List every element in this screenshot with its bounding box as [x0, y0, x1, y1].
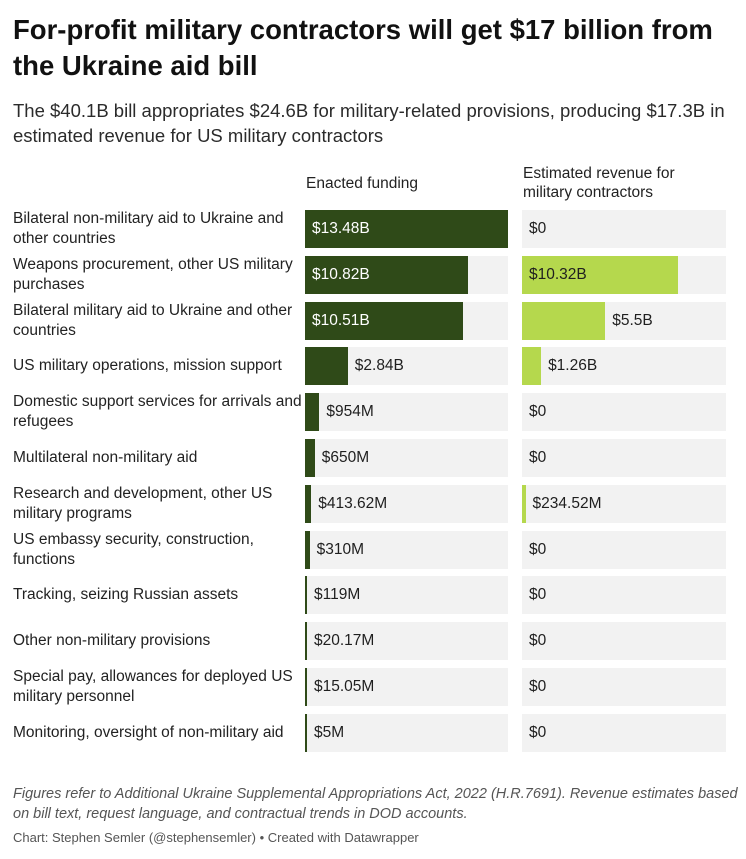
chart-row: Bilateral non-military aid to Ukraine an… — [0, 207, 746, 251]
revenue-bar-track: $0 — [522, 439, 726, 477]
enacted-bar — [305, 576, 307, 615]
category-label: Bilateral military aid to Ukraine and ot… — [13, 301, 293, 339]
enacted-value-label: $13.48B — [312, 220, 370, 237]
enacted-bar — [305, 484, 312, 523]
revenue-bar-track: $0 — [522, 622, 726, 661]
chart-row: Monitoring, oversight of non-military ai… — [0, 711, 746, 755]
enacted-value-label: $650M — [321, 449, 370, 466]
category-label: Bilateral non-military aid to Ukraine an… — [13, 210, 284, 247]
category-label: US embassy security, construction, funct… — [13, 530, 254, 568]
chart-row: Special pay, allowances for deployed US … — [0, 665, 746, 709]
column-header-revenue: Estimated revenue for military contracto… — [523, 165, 675, 201]
chart-notes: Figures refer to Additional Ukraine Supp… — [13, 786, 738, 822]
enacted-value-label: $10.51B — [312, 311, 370, 329]
revenue-bar — [522, 347, 542, 386]
revenue-bar — [522, 484, 526, 523]
enacted-bar-track: $650M — [305, 439, 508, 477]
revenue-value-label: $0 — [529, 586, 547, 604]
enacted-bar — [305, 393, 320, 432]
enacted-bar-track: $13.48B — [305, 210, 508, 248]
category-label: US military operations, mission support — [13, 357, 282, 375]
revenue-value-label: $0 — [529, 220, 547, 237]
enacted-bar-track: $2.84B — [305, 347, 508, 386]
revenue-value-label: $10.32B — [529, 265, 587, 283]
chart-row: Research and development, other US milit… — [0, 482, 746, 526]
chart-row: US military operations, mission support $… — [0, 344, 746, 388]
enacted-value-label: $954M — [326, 403, 374, 421]
enacted-bar — [305, 530, 310, 569]
revenue-value-label: $5.5B — [612, 311, 653, 329]
enacted-bar-track: $954M — [305, 393, 508, 432]
revenue-value-label: $0 — [529, 540, 547, 558]
chart-row: Domestic support services for arrivals a… — [0, 390, 746, 434]
enacted-bar — [305, 347, 348, 386]
revenue-bar-track: $0 — [522, 668, 726, 706]
revenue-value-label: $0 — [529, 449, 547, 466]
chart-subtitle: The $40.1B bill appropriates $24.6B for … — [13, 100, 725, 146]
revenue-bar-track: $0 — [522, 210, 726, 248]
enacted-bar-track: $119M — [305, 576, 508, 615]
enacted-bar-track: $5M — [305, 713, 508, 752]
category-label: Research and development, other US milit… — [13, 484, 273, 522]
revenue-bar-track: $0 — [522, 393, 726, 432]
revenue-bar-track: $10.32B — [522, 255, 726, 294]
category-label: Weapons procurement, other US military p… — [13, 255, 293, 293]
enacted-bar-track: $10.51B — [305, 301, 508, 340]
revenue-bar — [522, 255, 679, 294]
revenue-value-label: $0 — [529, 403, 547, 421]
category-label: Monitoring, oversight of non-military ai… — [13, 723, 284, 741]
chart-row: Bilateral military aid to Ukraine and ot… — [0, 299, 746, 343]
revenue-bar-track: $0 — [522, 576, 726, 615]
revenue-bar-track: $0 — [522, 713, 726, 752]
category-label: Other non-military provisions — [13, 632, 211, 650]
revenue-bar-track: $1.26B — [522, 347, 726, 386]
enacted-bar — [305, 255, 468, 294]
enacted-bar-track: $20.17M — [305, 622, 508, 661]
chart-credit: Chart: Stephen Semler (@stephensemler) •… — [13, 830, 419, 845]
enacted-bar-track: $10.82B — [305, 255, 508, 294]
revenue-bar-track: $5.5B — [522, 301, 726, 340]
chart-row: Other non-military provisions $20.17M $0 — [0, 619, 746, 663]
revenue-bar-track: $234.52M — [522, 484, 726, 523]
enacted-value-label: $5M — [314, 723, 345, 741]
category-label: Domestic support services for arrivals a… — [13, 393, 302, 431]
enacted-bar — [305, 713, 307, 752]
revenue-value-label: $0 — [529, 678, 547, 695]
enacted-bar — [305, 439, 315, 477]
chart-row: US embassy security, construction, funct… — [0, 528, 746, 572]
enacted-value-label: $20.17M — [314, 632, 375, 650]
category-label: Multilateral non-military aid — [13, 449, 198, 466]
chart-row: Weapons procurement, other US military p… — [0, 253, 746, 297]
revenue-value-label: $234.52M — [532, 494, 602, 512]
category-label: Special pay, allowances for deployed US … — [13, 668, 293, 705]
enacted-bar — [305, 301, 464, 340]
revenue-bar-track: $0 — [522, 530, 726, 569]
enacted-bar — [305, 622, 307, 661]
enacted-value-label: $310M — [316, 540, 365, 558]
enacted-bar-track: $15.05M — [305, 668, 508, 706]
chart-row: Tracking, seizing Russian assets $119M $0 — [0, 573, 746, 617]
revenue-bar — [522, 301, 606, 340]
chart-title: For-profit military contractors will get… — [13, 14, 713, 81]
column-header-enacted: Enacted funding — [306, 175, 419, 192]
enacted-value-label: $119M — [314, 586, 361, 604]
enacted-bar-track: $310M — [305, 530, 508, 569]
enacted-value-label: $413.62M — [318, 494, 388, 512]
category-label: Tracking, seizing Russian assets — [13, 586, 239, 604]
chart-row: Multilateral non-military aid $650M $0 — [0, 436, 746, 480]
revenue-value-label: $0 — [529, 723, 547, 741]
enacted-bar — [305, 668, 307, 706]
revenue-value-label: $1.26B — [548, 357, 598, 375]
enacted-value-label: $10.82B — [312, 265, 370, 283]
enacted-bar — [305, 210, 508, 248]
revenue-value-label: $0 — [529, 632, 547, 650]
enacted-value-label: $15.05M — [314, 678, 375, 695]
enacted-bar-track: $413.62M — [305, 484, 508, 523]
enacted-value-label: $2.84B — [354, 357, 404, 375]
